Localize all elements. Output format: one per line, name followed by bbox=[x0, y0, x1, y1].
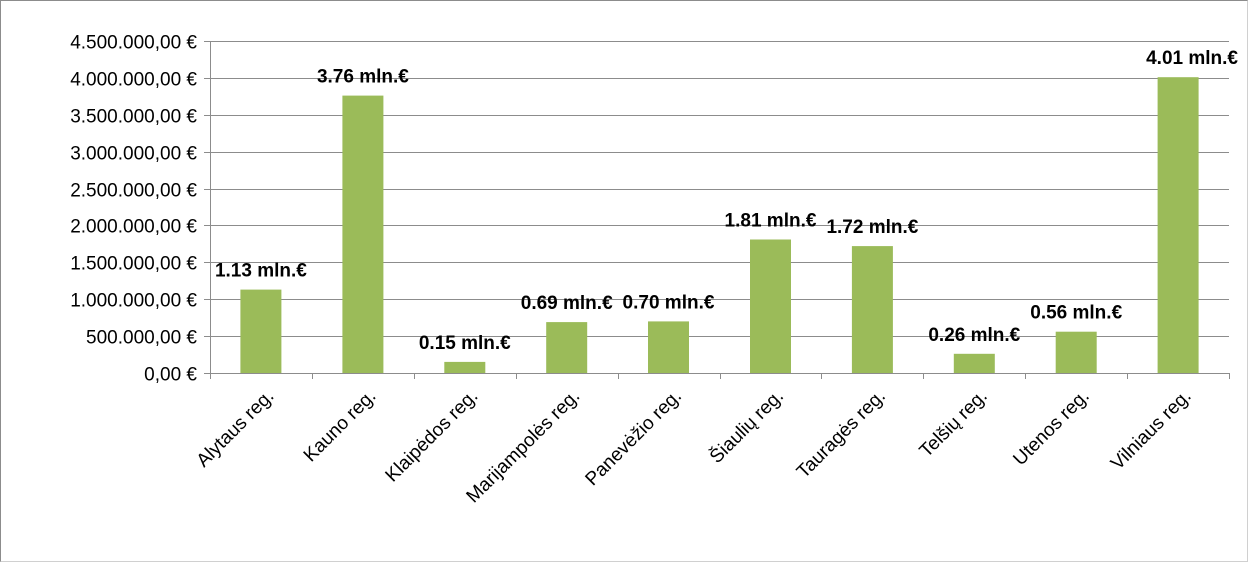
data-label: 0.69 mln.€ bbox=[521, 293, 613, 314]
data-label: 0.70 mln.€ bbox=[623, 292, 715, 313]
x-category-label: Marijampolės reg. bbox=[463, 386, 585, 508]
data-label: 1.72 mln.€ bbox=[826, 217, 918, 238]
data-label: 0.56 mln.€ bbox=[1030, 303, 1122, 324]
bar-3 bbox=[444, 361, 486, 373]
y-tick-label: 4.500.000,00 € bbox=[70, 33, 197, 54]
x-category-label: Vilniaus reg. bbox=[1107, 386, 1196, 475]
data-label: 0.15 mln.€ bbox=[419, 333, 511, 354]
bar-2 bbox=[342, 95, 384, 373]
x-axis-category-labels: Alytaus reg. Kauno reg. Klaipėdos reg.Mari… bbox=[193, 385, 1196, 507]
y-tick-label: 500.000,00 € bbox=[86, 328, 197, 349]
data-label: 4.01 mln.€ bbox=[1146, 48, 1238, 69]
bars bbox=[240, 77, 1199, 373]
bar-1 bbox=[240, 289, 282, 373]
bar-8 bbox=[953, 353, 995, 373]
y-tick-label: 3.000.000,00 € bbox=[70, 144, 197, 165]
bar-9 bbox=[1055, 331, 1097, 373]
x-category-label: Kauno reg. bbox=[300, 386, 381, 467]
x-category-label: Šiaulių reg. bbox=[705, 385, 788, 468]
y-tick-label: 4.000.000,00 € bbox=[70, 70, 197, 91]
x-category-label: Klaipėdos reg. bbox=[382, 386, 483, 487]
x-category-label: Tauragės reg. bbox=[793, 386, 890, 483]
data-label: 0.26 mln.€ bbox=[928, 325, 1020, 346]
y-tick-label: 1.000.000,00 € bbox=[70, 291, 197, 312]
x-category-label: Telšių reg. bbox=[916, 386, 992, 462]
bar-7 bbox=[851, 246, 893, 373]
axes bbox=[210, 41, 1230, 379]
data-label: 3.76 mln.€ bbox=[317, 67, 409, 88]
x-category-label: Utenos reg. bbox=[1009, 386, 1093, 470]
bar-6 bbox=[750, 239, 791, 373]
y-tick-label: 2.000.000,00 € bbox=[70, 217, 197, 238]
y-tick-label: 0,00 € bbox=[144, 365, 197, 386]
bar-4 bbox=[546, 322, 588, 373]
data-labels: 1.13 mln.€ 3.76 mln.€ 0.15 mln.€ 0.69 mln.€… bbox=[215, 48, 1238, 354]
y-tick-label: 3.500.000,00 € bbox=[70, 107, 197, 128]
bar-5 bbox=[648, 321, 689, 373]
x-category-label: Alytaus reg. bbox=[193, 386, 279, 472]
y-tick-label: 2.500.000,00 € bbox=[70, 181, 197, 202]
y-tick-label: 1.500.000,00 € bbox=[70, 254, 197, 275]
bar-10 bbox=[1157, 77, 1199, 373]
data-label: 1.13 mln.€ bbox=[215, 261, 307, 282]
x-category-label: Panevėžio reg. bbox=[582, 386, 686, 490]
y-axis-ticks: 0,00 € 500.000,00 € 1.000.000,00 € 1.500.00… bbox=[70, 33, 210, 386]
data-label: 1.81 mln.€ bbox=[725, 211, 817, 232]
